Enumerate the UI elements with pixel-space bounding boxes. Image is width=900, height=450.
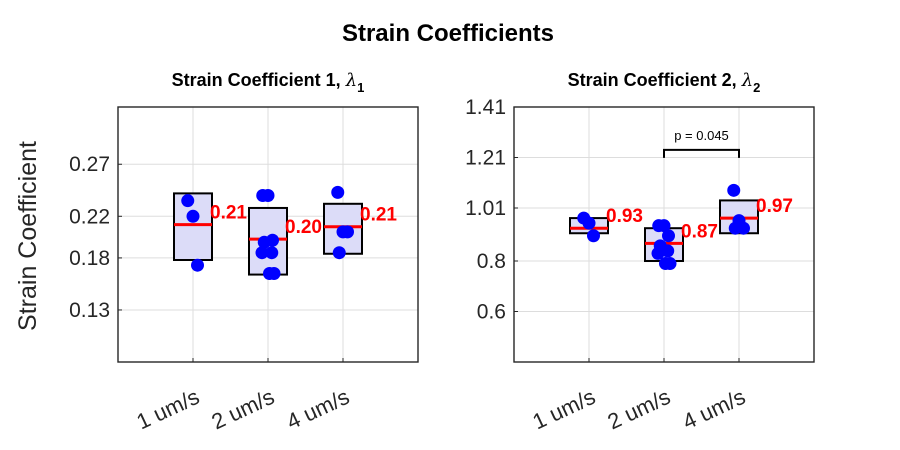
panel-2-annotations: p = 0.045	[663, 128, 740, 158]
panel-2-tick-labels: 0.6 0.8 1.01 1.21 1.41 1 um/s 2 um/s 4 um/s	[465, 96, 749, 434]
data-point	[181, 194, 195, 208]
significance-label: p = 0.045	[674, 128, 729, 143]
median-value-label: 0.97	[756, 196, 793, 217]
y-tick-label: 0.13	[69, 299, 110, 322]
y-tick-label: 0.22	[69, 205, 110, 228]
data-point	[661, 244, 675, 258]
data-point	[186, 209, 200, 223]
data-point	[332, 246, 346, 260]
figure-title: Strain Coefficients	[342, 20, 554, 47]
x-tick-label: 1 um/s	[529, 384, 599, 435]
panel-2-title: Strain Coefficient 2, λ2	[568, 70, 761, 95]
data-point	[265, 246, 279, 260]
x-tick-label: 4 um/s	[283, 384, 353, 435]
data-point	[659, 257, 672, 271]
panel-1-title: Strain Coefficient 1, λ1	[172, 70, 365, 95]
y-axis-label: Strain Coefficient	[14, 141, 42, 331]
y-tick-label: 1.41	[465, 96, 506, 119]
x-tick-label: 2 um/s	[208, 384, 278, 435]
y-tick-label: 1.01	[465, 197, 506, 220]
data-point	[587, 229, 600, 243]
y-tick-label: 0.27	[69, 153, 110, 176]
y-tick-label: 0.6	[477, 301, 506, 324]
y-tick-label: 0.8	[477, 250, 506, 273]
median-value-label: 0.87	[681, 221, 718, 242]
median-value-label: 0.21	[210, 203, 247, 224]
data-point	[191, 258, 204, 272]
median-value-label: 0.21	[360, 205, 397, 226]
data-point	[341, 225, 354, 239]
y-tick-label: 0.18	[69, 247, 110, 270]
data-point	[257, 235, 271, 249]
data-point	[662, 229, 675, 243]
panel-1-axes-box	[117, 106, 419, 363]
data-point	[582, 216, 596, 230]
median-value-label: 0.93	[606, 206, 643, 227]
data-point	[651, 246, 665, 260]
data-point	[261, 188, 275, 202]
median-value-label: 0.20	[285, 217, 322, 238]
panel-strain-coefficient-1: Strain Coefficient 1, λ1 Strain Coeffici…	[14, 70, 419, 435]
y-tick-label: 1.21	[465, 146, 506, 169]
data-point	[657, 219, 671, 233]
data-point	[255, 246, 269, 260]
x-tick-label: 4 um/s	[679, 384, 749, 435]
data-point	[727, 183, 741, 197]
significance-bracket	[663, 148, 740, 158]
panel-2-axes-box	[513, 106, 815, 363]
data-point	[263, 267, 276, 281]
x-tick-label: 2 um/s	[604, 384, 674, 435]
panel-1-marks: 0.21 0.20 0.21	[173, 185, 397, 281]
data-point	[728, 221, 742, 235]
data-point	[331, 185, 345, 199]
x-tick-label: 1 um/s	[133, 384, 203, 435]
panel-strain-coefficient-2: Strain Coefficient 2, λ2 0.6 0.8 1.01 1.21 1…	[465, 70, 815, 434]
panel-2-marks: 0.93 0.87 0.97	[569, 183, 793, 271]
